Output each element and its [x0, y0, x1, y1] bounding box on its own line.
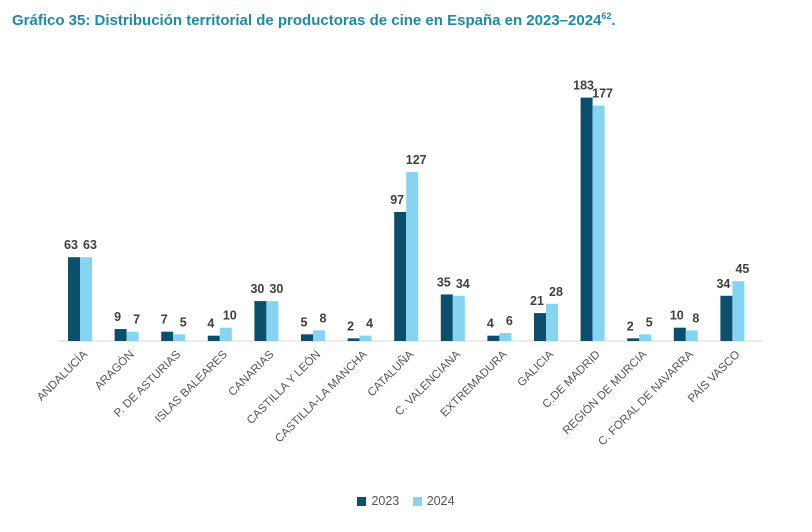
legend: 2023 2024	[0, 494, 812, 509]
bar-2024-islas-baleares	[219, 327, 232, 341]
data-label-2024-cataluna: 127	[406, 153, 427, 167]
data-label-2023-cataluna: 97	[390, 193, 404, 207]
bar-2024-extremadura	[499, 333, 512, 341]
bar-2024-andalucia	[80, 257, 92, 341]
bar-2023-pais-vasco	[720, 295, 733, 341]
data-label-2023-aragon: 9	[114, 310, 121, 324]
data-label-2024-region-de-murcia: 5	[646, 315, 653, 329]
bar-2023-islas-baleares	[207, 335, 220, 341]
bar-2024-c-foral-de-navarra	[685, 330, 698, 341]
legend-item-2023: 2023	[357, 494, 399, 508]
bar-2024-cataluna	[406, 172, 419, 341]
bar-2023-c-valenciana	[440, 294, 453, 341]
data-label-2024-castilla-la-mancha: 4	[366, 317, 373, 331]
legend-swatch-2024	[412, 496, 422, 506]
bar-2024-region-de-murcia	[639, 334, 652, 341]
x-tick-label-canarias: CANARIAS	[226, 348, 276, 398]
data-label-2024-pais-vasco: 45	[735, 262, 749, 276]
bar-2023-cataluna	[394, 211, 407, 341]
data-label-2024-c-de-madrid: 177	[592, 87, 613, 101]
data-label-2024-p-de-asturias: 5	[180, 315, 187, 329]
x-tick-label-galicia: GALICIA	[516, 348, 557, 389]
data-label-2023-pais-vasco: 34	[716, 277, 730, 291]
data-label-2024-c-foral-de-navarra: 8	[692, 311, 699, 325]
x-tick-label-andalucia: ANDALUCÍA	[34, 348, 90, 404]
legend-swatch-2023	[357, 496, 367, 506]
data-label-2023-c-de-madrid: 183	[573, 79, 594, 93]
data-label-2023-p-de-asturias: 7	[161, 313, 168, 327]
legend-label-2023: 2023	[371, 494, 400, 508]
bar-2023-castilla-la-mancha	[347, 338, 360, 341]
bar-2024-p-de-asturias	[173, 334, 186, 341]
data-label-2024-extremadura: 6	[506, 314, 513, 328]
data-label-2024-castilla-y-leon: 8	[320, 311, 327, 325]
data-label-2023-andalucia: 63	[64, 238, 78, 252]
bar-2023-castilla-y-leon	[301, 334, 313, 341]
data-label-2024-galicia: 28	[549, 285, 563, 299]
data-label-2023-region-de-murcia: 2	[627, 319, 634, 333]
legend-item-2024: 2024	[412, 494, 455, 508]
bar-2023-galicia	[534, 313, 546, 341]
bar-2024-pais-vasco	[732, 281, 745, 341]
data-label-2024-canarias: 30	[269, 282, 283, 296]
bar-2024-aragon	[126, 331, 139, 341]
legend-label-2024: 2024	[426, 494, 455, 508]
bar-2024-canarias	[266, 301, 279, 341]
data-label-2024-islas-baleares: 10	[223, 309, 237, 323]
bar-2023-andalucia	[68, 257, 80, 341]
chart-title: Gráfico 35: Distribución territorial de …	[12, 11, 616, 29]
bar-2024-c-valenciana	[452, 295, 465, 341]
bar-2023-aragon	[114, 329, 127, 341]
data-label-2024-c-valenciana: 34	[456, 277, 470, 291]
bar-2023-region-de-murcia	[627, 338, 640, 341]
data-label-2023-extremadura: 4	[487, 317, 494, 331]
bar-2023-extremadura	[487, 335, 500, 341]
data-label-2023-castilla-y-leon: 5	[301, 315, 308, 329]
data-label-2024-andalucia: 63	[83, 238, 97, 252]
bar-2023-c-de-madrid	[580, 97, 593, 341]
data-label-2023-galicia: 21	[530, 294, 544, 308]
data-label-2023-islas-baleares: 4	[207, 317, 214, 331]
bar-2024-galicia	[546, 303, 558, 341]
x-tick-label-c-foral-de-navarra: C. FORAL DE NAVARRA	[596, 348, 696, 448]
bar-2024-c-de-madrid	[592, 105, 605, 341]
data-label-2023-c-foral-de-navarra: 10	[670, 309, 684, 323]
bar-2023-c-foral-de-navarra	[673, 327, 686, 341]
data-label-2023-castilla-la-mancha: 2	[347, 319, 354, 333]
bar-2024-castilla-la-mancha	[359, 335, 372, 341]
data-label-2023-c-valenciana: 35	[437, 275, 451, 289]
footnote-marker: 62	[601, 11, 612, 21]
data-label-2024-aragon: 7	[133, 313, 140, 327]
bar-2023-p-de-asturias	[161, 331, 174, 341]
x-tick-label-region-de-murcia: REGIÓN DE MURCIA	[560, 348, 649, 437]
data-label-2023-canarias: 30	[250, 282, 264, 296]
bar-2024-castilla-y-leon	[313, 330, 325, 341]
x-tick-label-castilla-la-mancha: CASTILLA-LA MANCHA	[273, 348, 370, 445]
x-tick-label-cataluna: CATALUÑA	[365, 348, 417, 400]
x-tick-label-aragon: ARAGÓN	[92, 348, 136, 392]
bar-2023-canarias	[254, 301, 267, 341]
